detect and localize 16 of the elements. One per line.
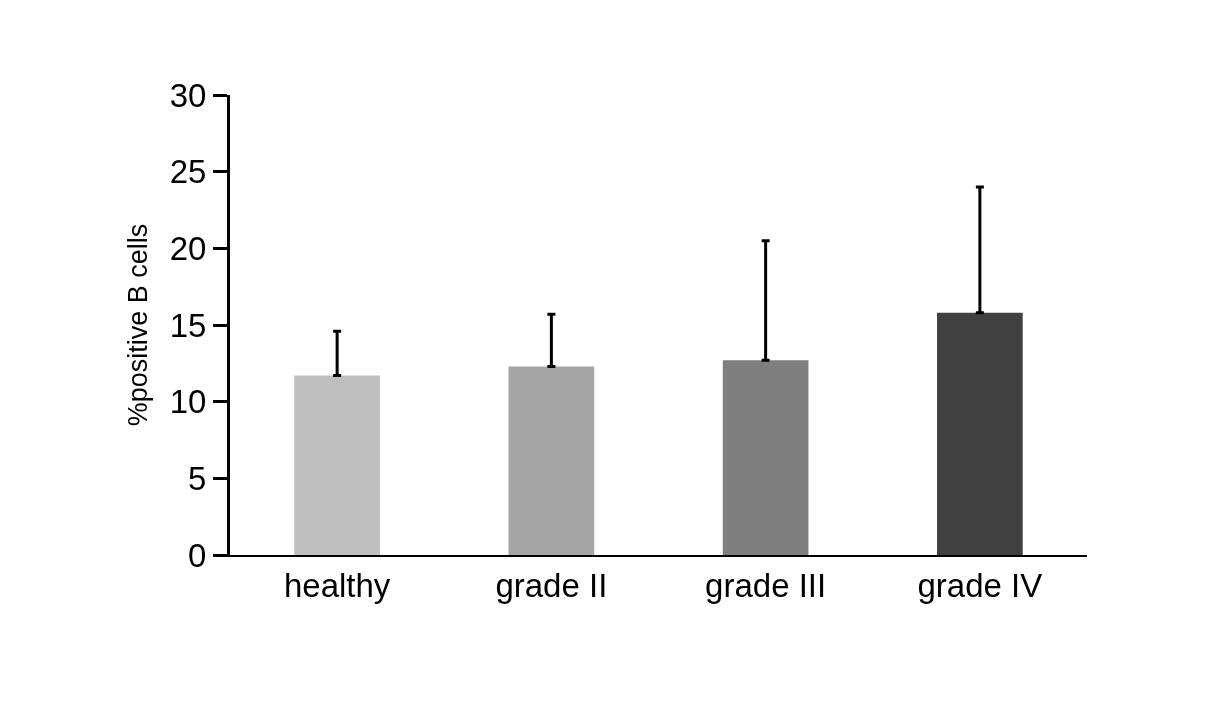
x-tick-label: grade II bbox=[495, 566, 608, 604]
bar bbox=[508, 366, 595, 555]
y-tick-label: 30 bbox=[169, 76, 207, 114]
y-axis-title: %positive B cells bbox=[122, 223, 153, 427]
y-tick-label: 5 bbox=[188, 459, 207, 497]
y-tick-label: 15 bbox=[169, 306, 207, 344]
x-tick-label: grade III bbox=[705, 566, 827, 604]
x-tick-label: healthy bbox=[283, 566, 391, 604]
x-tick-label: grade IV bbox=[917, 566, 1043, 604]
y-tick-label: 0 bbox=[188, 536, 207, 574]
y-tick-label: 10 bbox=[169, 383, 207, 421]
y-tick-label: 20 bbox=[169, 229, 207, 267]
y-tick-label: 25 bbox=[169, 153, 207, 191]
bar bbox=[294, 375, 380, 555]
bar bbox=[722, 360, 809, 555]
bar bbox=[937, 312, 1023, 555]
